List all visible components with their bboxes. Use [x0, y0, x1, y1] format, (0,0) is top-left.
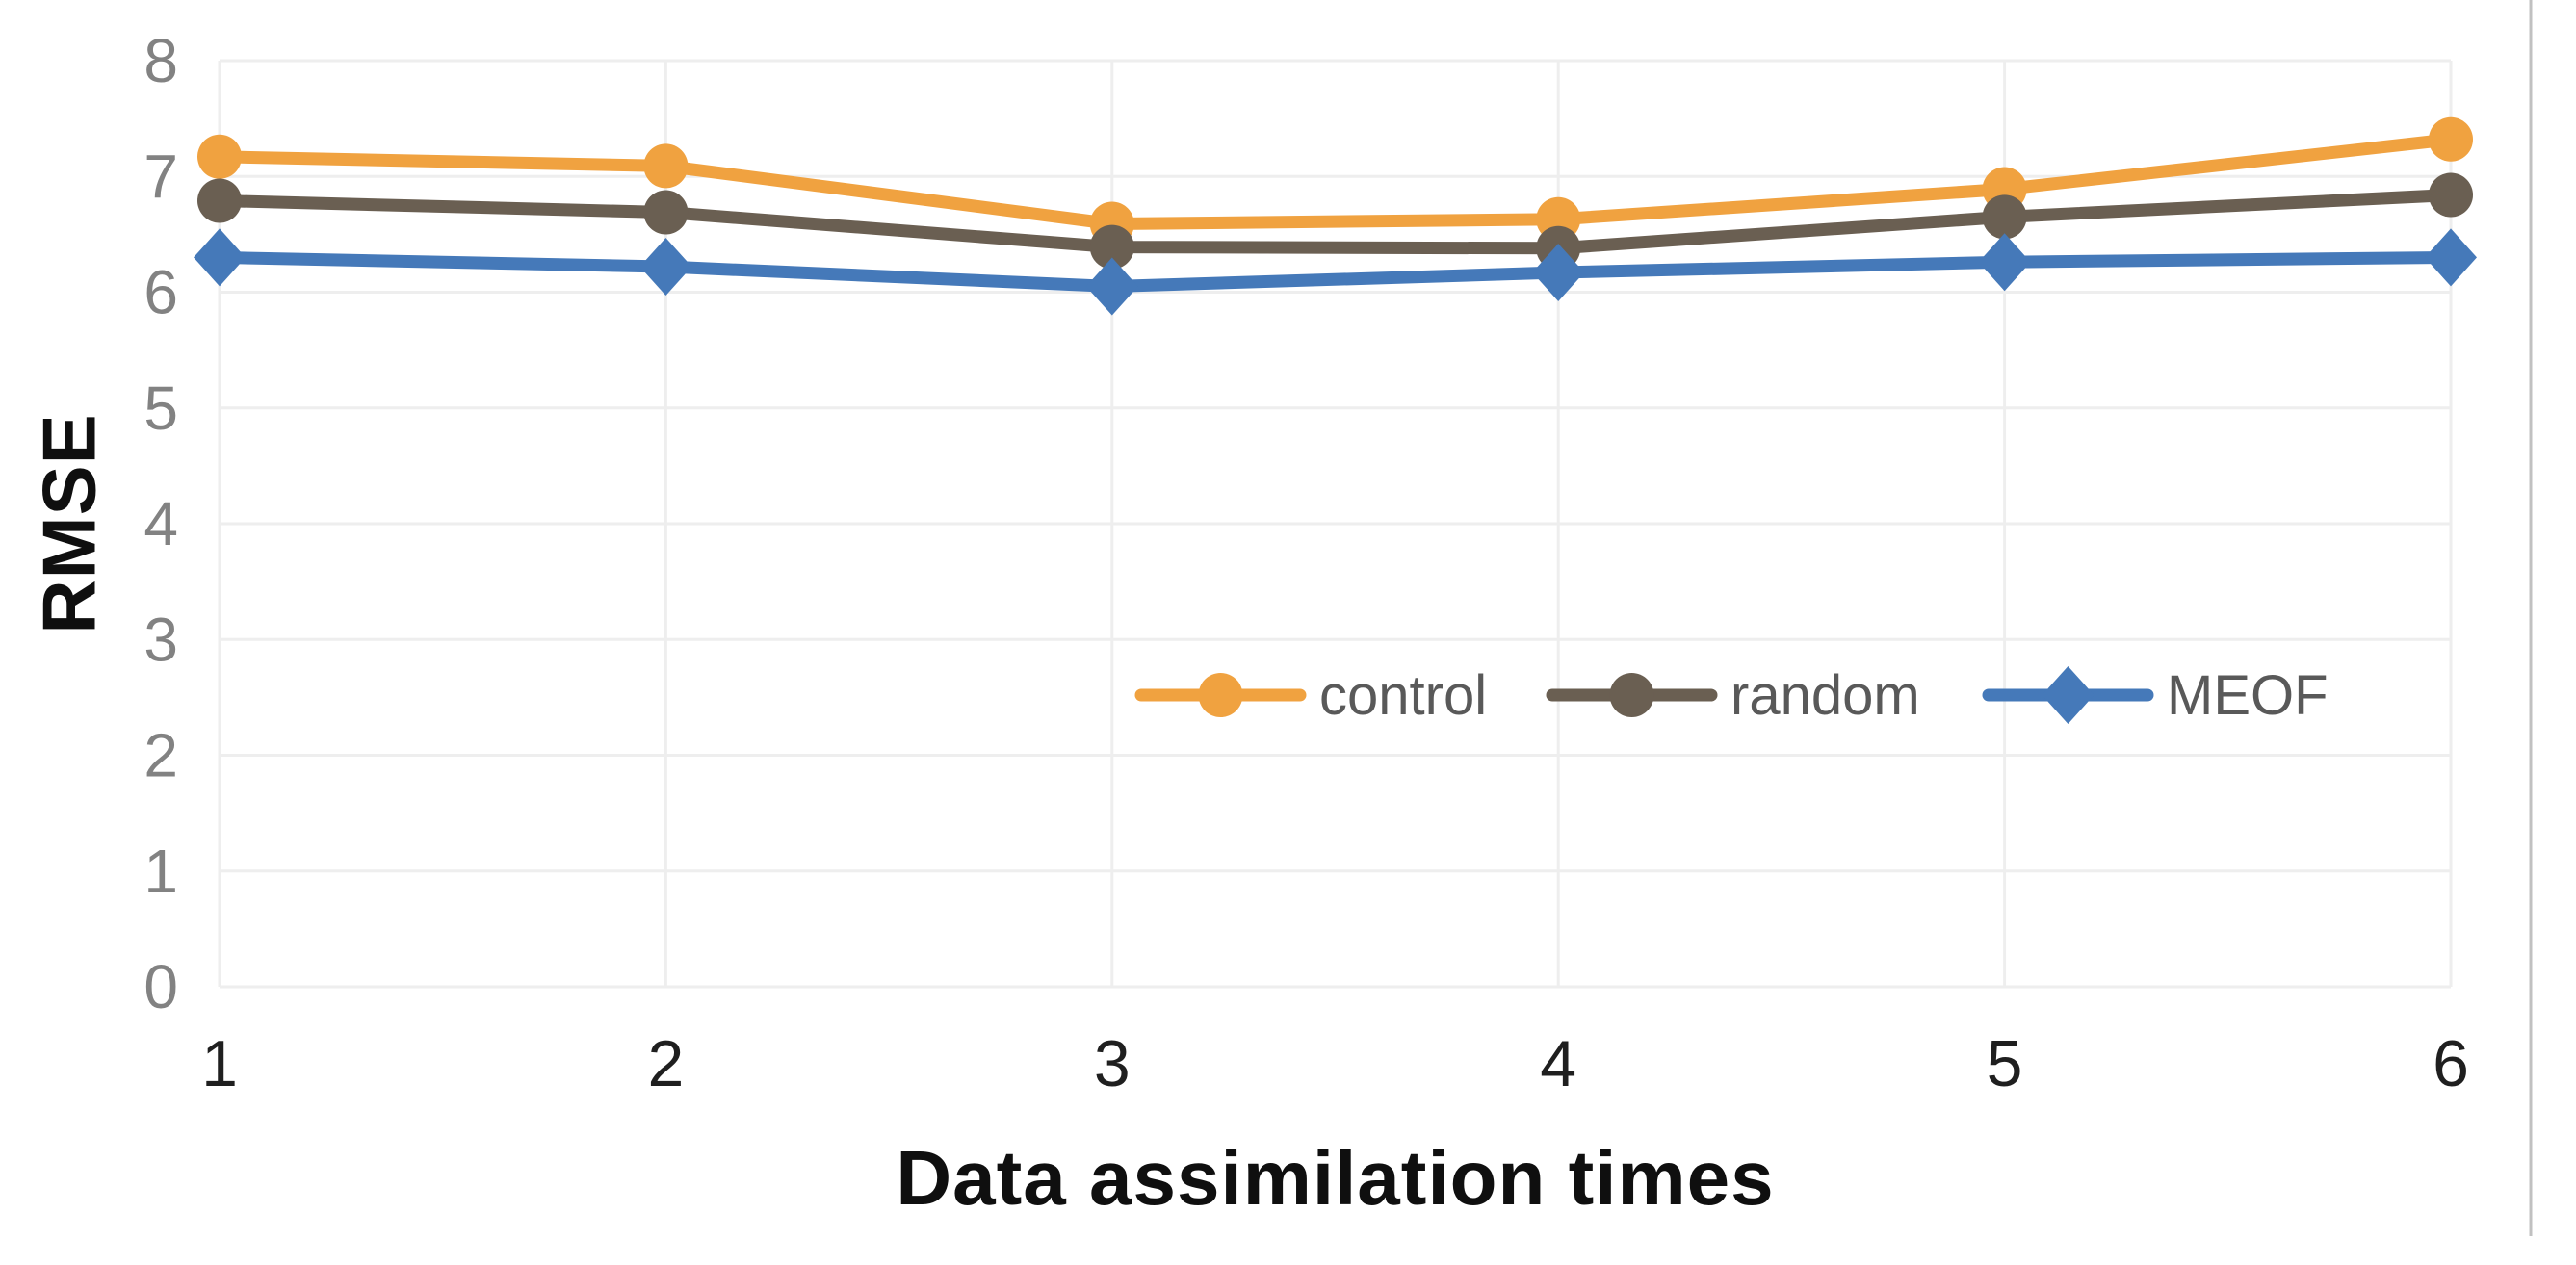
legend-label: random: [1730, 664, 1920, 727]
diamond-marker-icon: [1532, 244, 1585, 302]
x-tick-label: 1: [201, 1027, 238, 1100]
legend-item-control: control: [1134, 664, 1487, 727]
circle-marker-icon: [197, 134, 242, 179]
x-tick-label: 5: [1987, 1027, 2023, 1100]
circle-marker-icon: [1609, 673, 1654, 717]
legend-label: control: [1319, 664, 1487, 727]
diamond-marker-icon: [1978, 233, 2031, 292]
x-tick-label: 3: [1094, 1027, 1131, 1100]
y-tick-label: 3: [143, 605, 178, 674]
x-tick-label: 2: [647, 1027, 684, 1100]
legend-item-MEOF: MEOF: [1982, 664, 2329, 727]
diamond-marker-icon: [1085, 257, 1138, 316]
diamond-marker-icon: [2042, 666, 2095, 724]
x-tick-label: 6: [2433, 1027, 2469, 1100]
y-tick-label: 1: [143, 837, 178, 906]
y-tick-label: 2: [143, 721, 178, 790]
circle-marker-icon: [1982, 194, 2027, 240]
series-line-MEOF: [213, 250, 2458, 293]
y-axis-title: RMSE: [26, 413, 112, 634]
y-tick-label: 7: [143, 142, 178, 211]
gridlines: [218, 59, 2453, 989]
x-axis-title: Data assimilation times: [896, 1135, 1775, 1221]
y-tick-label: 0: [143, 952, 178, 1021]
circle-marker-icon: [1198, 673, 1243, 717]
series-line-control: [213, 133, 2458, 231]
x-tick-label: 4: [1540, 1027, 1576, 1100]
x-axis-tick-labels: 1 2 3 4 5 6: [201, 1027, 2469, 1100]
diamond-marker-icon: [639, 238, 692, 297]
y-axis-tick-labels: 0 1 2 3 4 5 6 7 8: [143, 26, 178, 1021]
y-tick-label: 5: [143, 374, 178, 443]
legend-label: MEOF: [2167, 664, 2329, 727]
circle-marker-icon: [2429, 116, 2473, 162]
circle-marker-icon: [1089, 224, 1134, 270]
circle-marker-icon: [643, 190, 689, 235]
series-line-random: [213, 188, 2458, 255]
legend: control random MEOF: [1134, 664, 2329, 727]
circle-marker-icon: [197, 178, 242, 223]
diamond-marker-icon: [194, 228, 246, 287]
diamond-marker-icon: [2425, 228, 2477, 287]
y-tick-label: 6: [143, 258, 178, 327]
legend-item-random: random: [1546, 664, 1920, 727]
y-tick-label: 8: [143, 26, 178, 95]
y-tick-label: 4: [143, 489, 178, 558]
circle-marker-icon: [2429, 172, 2473, 218]
circle-marker-icon: [643, 143, 689, 189]
